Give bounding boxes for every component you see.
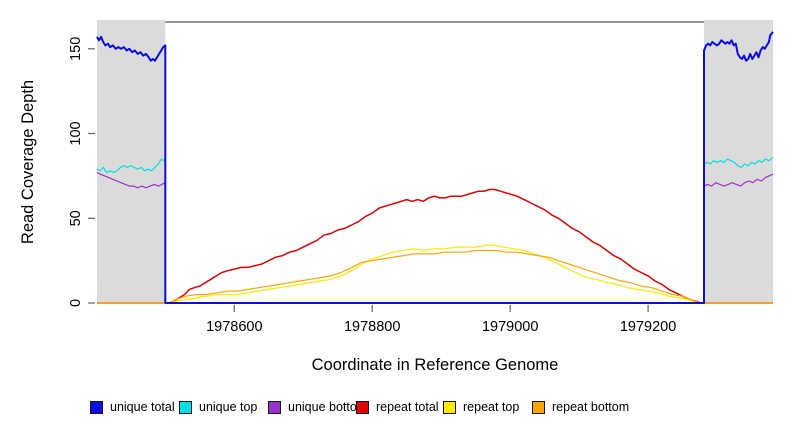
legend-swatch bbox=[90, 400, 103, 414]
series-repeat-total bbox=[97, 188, 773, 304]
series-repeat-bottom bbox=[97, 249, 773, 304]
y-axis-title: Read Coverage Depth bbox=[19, 79, 37, 245]
x-tick-label: 1978800 bbox=[344, 319, 400, 335]
legend-item-unique-bottom: unique bottom bbox=[268, 399, 367, 415]
x-tick-label: 1978600 bbox=[206, 319, 262, 335]
shaded-region-left-flank bbox=[97, 20, 166, 303]
legend-label: repeat top bbox=[463, 400, 520, 414]
legend-item-repeat-top: repeat top bbox=[443, 399, 519, 415]
legend-label: unique bottom bbox=[288, 400, 368, 414]
series-unique-top bbox=[96, 156, 774, 304]
legend-swatch bbox=[356, 400, 369, 414]
legend-item-unique-top: unique top bbox=[179, 399, 257, 415]
legend-label: unique top bbox=[199, 400, 258, 414]
series-repeat-top bbox=[97, 244, 773, 304]
legend-swatch bbox=[532, 400, 545, 414]
legend-swatch bbox=[179, 400, 192, 414]
legend-swatch bbox=[443, 400, 456, 414]
y-tick-label: 0 bbox=[68, 299, 84, 307]
legend-swatch bbox=[268, 400, 281, 414]
x-tick-label: 1979200 bbox=[620, 319, 676, 335]
legend-label: repeat total bbox=[376, 400, 439, 414]
y-tick-label: 150 bbox=[68, 37, 84, 61]
series-unique-bottom bbox=[96, 171, 774, 304]
y-tick-label: 50 bbox=[68, 210, 84, 226]
legend-item-repeat-total: repeat total bbox=[356, 399, 439, 415]
legend-item-unique-total: unique total bbox=[90, 399, 175, 415]
legend-label: repeat bottom bbox=[552, 400, 630, 414]
y-tick-label: 100 bbox=[68, 121, 84, 145]
x-tick-label: 1979000 bbox=[482, 319, 538, 335]
series-unique-total bbox=[96, 31, 774, 304]
legend: unique total unique top unique bottom repea… bbox=[0, 399, 792, 419]
legend-label: unique total bbox=[110, 400, 175, 414]
legend-item-repeat-bottom: repeat bottom bbox=[532, 399, 629, 415]
x-axis-title: Coordinate in Reference Genome bbox=[311, 356, 559, 374]
